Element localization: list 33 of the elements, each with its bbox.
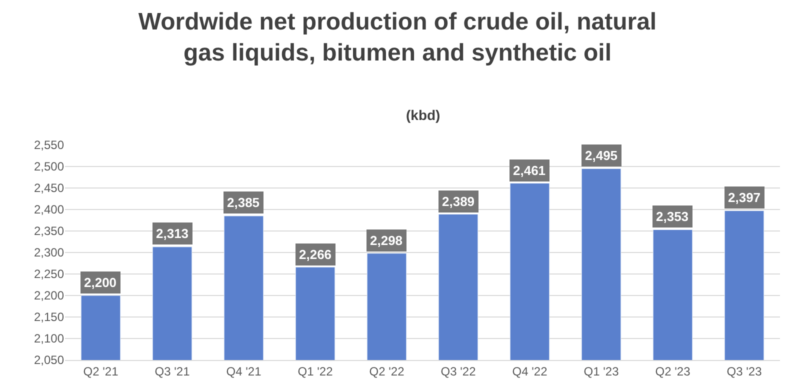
y-tick-label: 2,300 bbox=[34, 246, 64, 260]
x-tick-label: Q1 '22 bbox=[298, 364, 334, 378]
data-label: 2,495 bbox=[585, 148, 618, 163]
y-tick-label: 2,450 bbox=[34, 181, 64, 196]
data-label: 2,389 bbox=[442, 194, 475, 209]
x-tick-label: Q2 '21 bbox=[83, 364, 119, 378]
x-tick-label: Q3 '22 bbox=[440, 364, 476, 378]
data-label: 2,385 bbox=[227, 195, 260, 210]
x-tick-label: Q3 '23 bbox=[726, 364, 762, 378]
x-tick-label: Q3 '21 bbox=[154, 364, 190, 378]
y-tick-label: 2,550 bbox=[34, 138, 64, 152]
data-label: 2,397 bbox=[728, 190, 761, 205]
y-tick-label: 2,250 bbox=[34, 267, 64, 282]
x-tick-label: Q2 '23 bbox=[655, 364, 691, 378]
y-tick-label: 2,350 bbox=[34, 224, 64, 238]
x-tick-label: Q1 '23 bbox=[584, 364, 620, 378]
data-label: 2,461 bbox=[513, 163, 546, 178]
y-tick-label: 2,100 bbox=[34, 332, 64, 346]
y-tick-label: 2,400 bbox=[34, 202, 64, 217]
y-tick-label: 2,050 bbox=[34, 353, 64, 368]
chart-title: Wordwide net production of crude oil, natural gas liquids, bitumen and synthetic oil bbox=[138, 8, 657, 66]
x-tick-label: Q4 '22 bbox=[512, 364, 548, 378]
x-tick-label: Q4 '21 bbox=[226, 364, 262, 378]
chart-subtitle: (kbd) bbox=[406, 107, 440, 123]
data-label: 2,313 bbox=[156, 226, 189, 241]
y-tick-label: 2,150 bbox=[34, 310, 64, 324]
data-label: 2,353 bbox=[656, 209, 689, 224]
y-tick-label: 2,500 bbox=[34, 160, 64, 174]
data-label: 2,266 bbox=[299, 247, 332, 262]
data-label: 2,298 bbox=[370, 233, 403, 248]
y-tick-label: 2,200 bbox=[34, 288, 64, 303]
data-label: 2,200 bbox=[84, 275, 117, 290]
x-tick-label: Q2 '22 bbox=[369, 364, 405, 378]
